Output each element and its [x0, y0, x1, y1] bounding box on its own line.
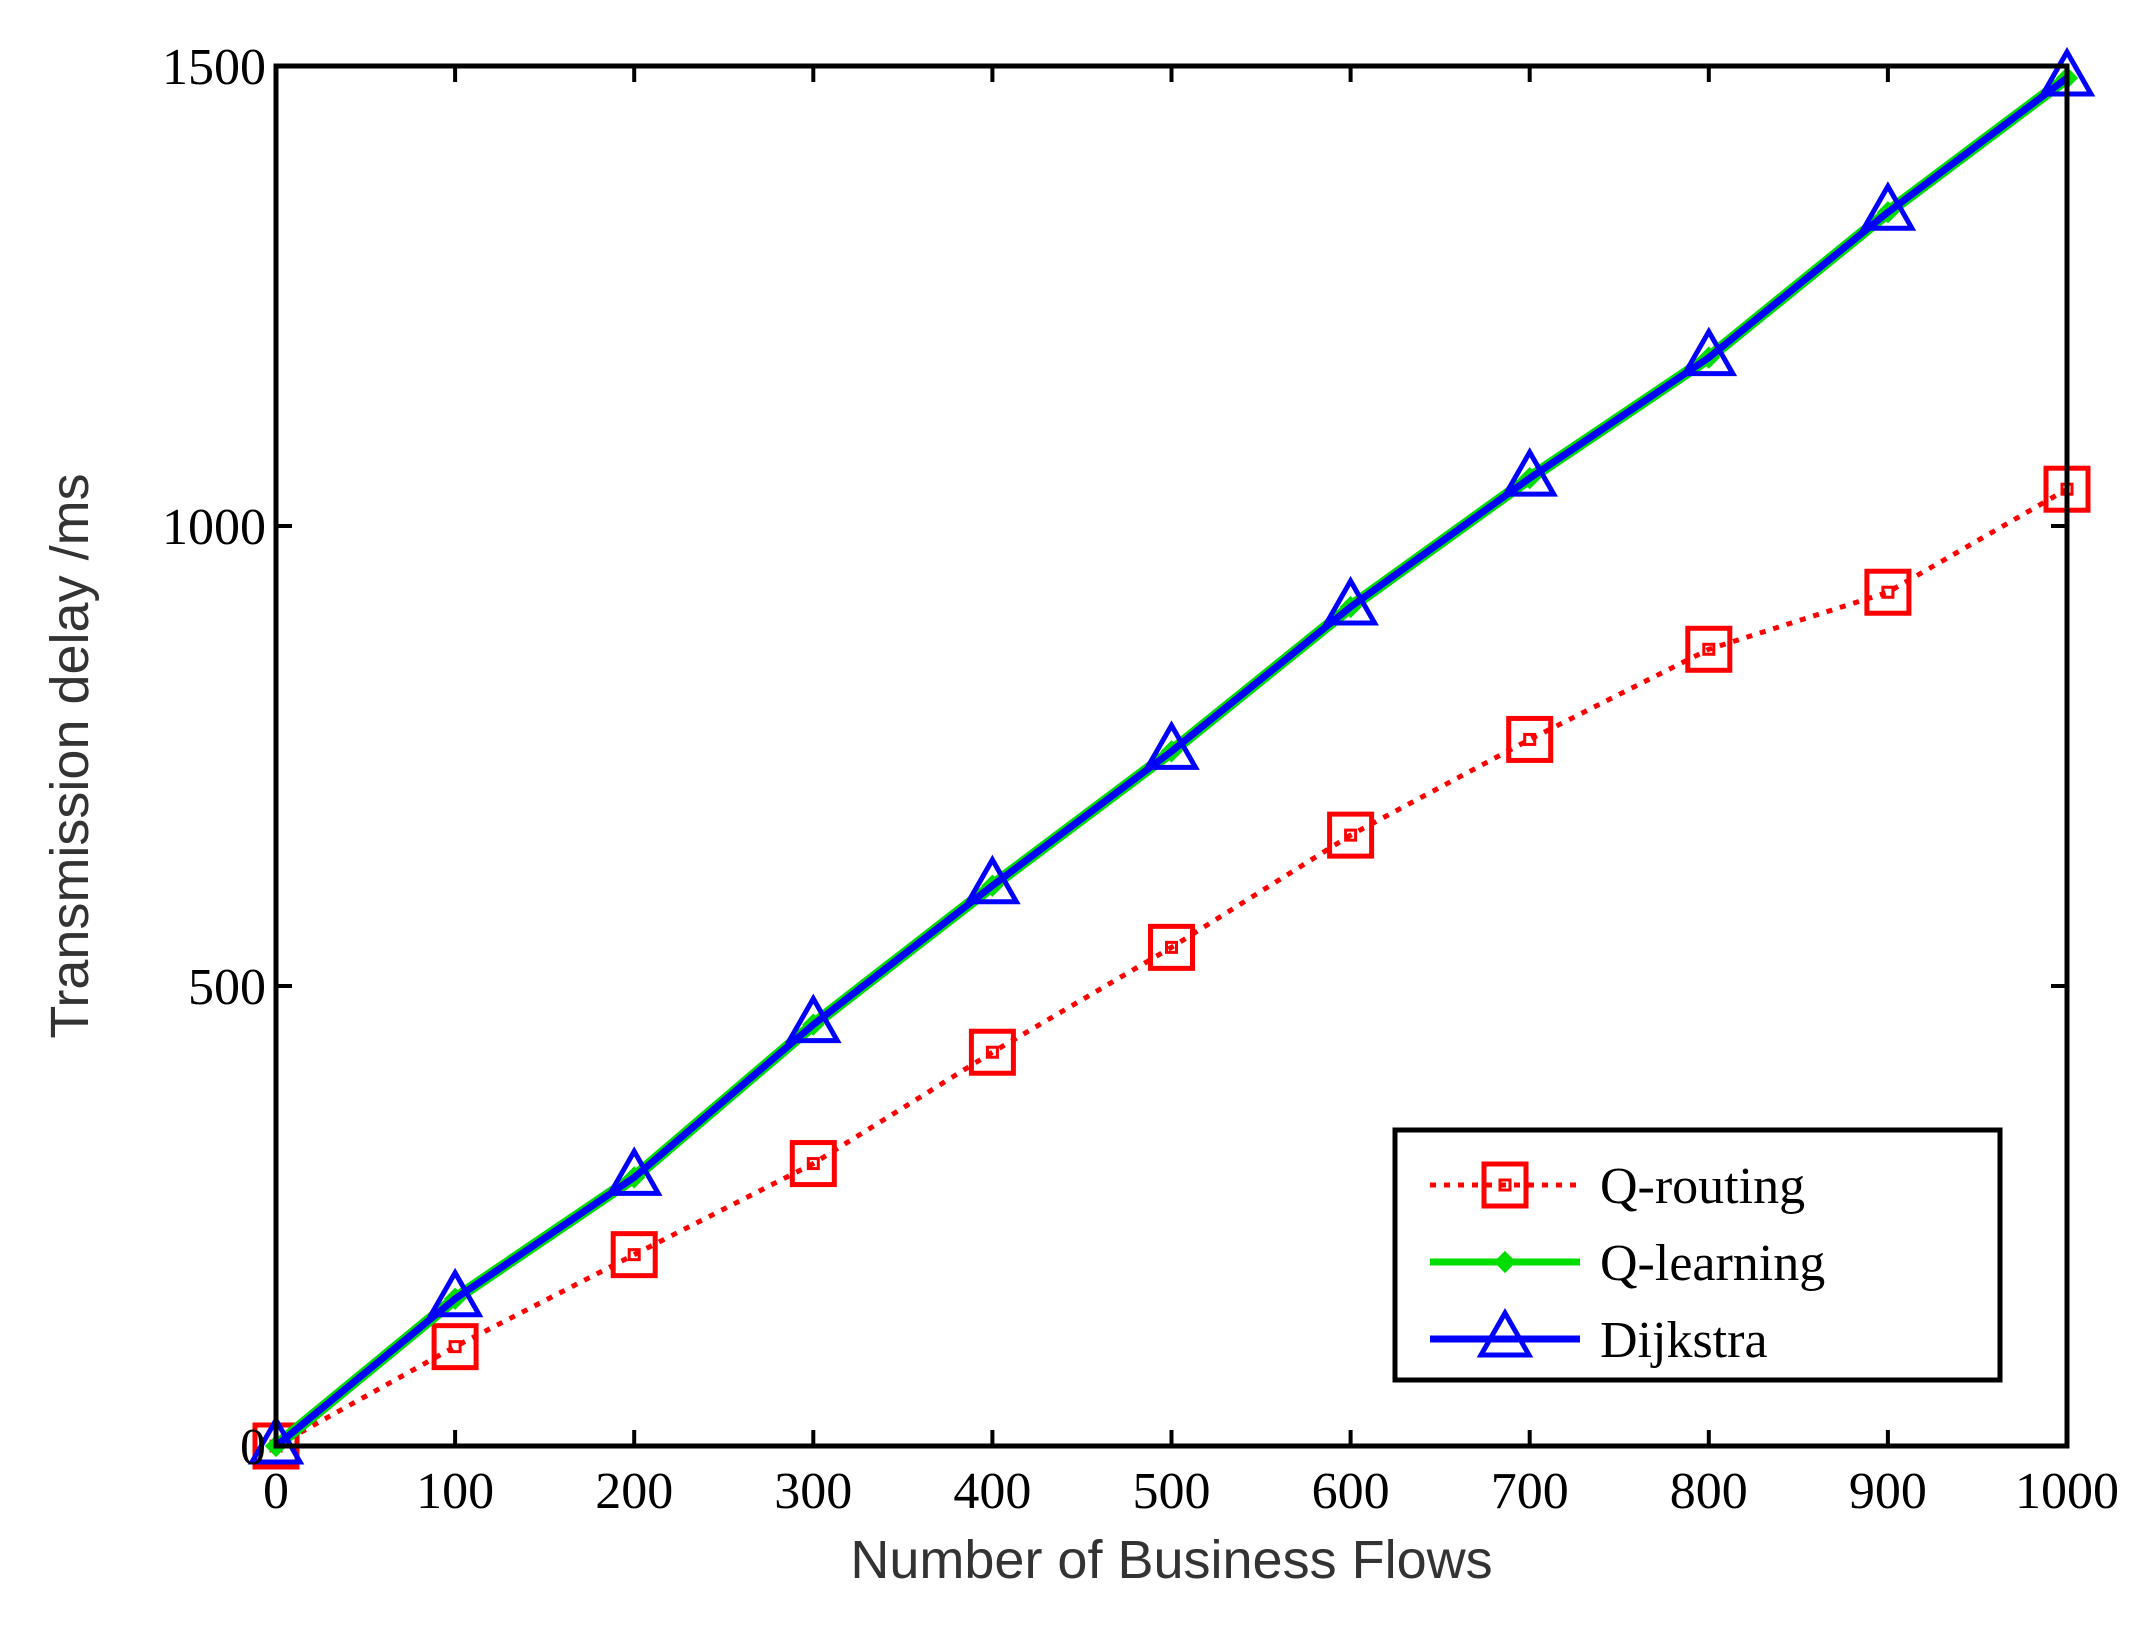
x-tick-label: 500	[1133, 1463, 1211, 1520]
x-tick-label: 0	[263, 1463, 289, 1520]
data-point-center	[1523, 732, 1537, 746]
data-point	[1501, 447, 1559, 497]
data-point	[247, 1414, 305, 1465]
series-layer	[247, 46, 2096, 1470]
tick-labels: 0 100 200 300 400 500 600 700 800 900 1000 0 500 1000…	[162, 39, 2119, 1520]
y-axis-title: Transmission delay /ms	[40, 473, 100, 1038]
x-tick-label: 900	[1849, 1463, 1927, 1520]
data-point	[1322, 575, 1379, 626]
data-point	[968, 1028, 1016, 1076]
legend-marker	[1476, 1307, 1534, 1358]
data-point-center	[448, 1340, 462, 1354]
legend-marker	[1493, 1250, 1517, 1274]
data-point-center	[1881, 585, 1895, 599]
data-point	[431, 1323, 479, 1371]
series-dijkstra	[247, 46, 2096, 1465]
data-point	[426, 1267, 484, 1318]
y-tick-label: 1000	[162, 499, 266, 556]
series-line	[273, 75, 2070, 1449]
data-point	[1506, 715, 1554, 763]
data-point-center	[1344, 828, 1358, 842]
data-point	[1685, 625, 1733, 673]
legend-label: Dijkstra	[1600, 1312, 1768, 1369]
x-tick-label: 1000	[2015, 1463, 2119, 1520]
y-tick-label: 0	[240, 1419, 266, 1476]
legend-entry: Q-learning	[1430, 1235, 1825, 1292]
x-tick-label: 300	[774, 1463, 852, 1520]
data-point	[1143, 720, 1200, 770]
legend-marker-center	[1498, 1178, 1512, 1192]
data-point	[964, 854, 1021, 905]
x-tick-label: 400	[953, 1463, 1031, 1520]
legend-marker	[1481, 1161, 1529, 1209]
x-tick-label: 100	[416, 1463, 494, 1520]
x-tick-label: 600	[1312, 1463, 1390, 1520]
tick-marks	[274, 64, 2069, 1448]
y-tick-label: 500	[188, 959, 266, 1016]
x-tick-label: 800	[1670, 1463, 1748, 1520]
data-point-center	[627, 1248, 641, 1262]
data-point	[1327, 811, 1375, 859]
data-point-center	[1702, 642, 1716, 656]
y-tick-label: 1500	[162, 39, 266, 96]
x-axis-title: Number of Business Flows	[850, 1530, 1492, 1590]
data-point	[1680, 326, 1738, 377]
series-q-routing	[252, 465, 2091, 1470]
legend-label: Q-routing	[1600, 1158, 1805, 1215]
data-point	[1148, 923, 1195, 971]
x-tick-label: 200	[595, 1463, 673, 1520]
data-point-center	[985, 1045, 999, 1059]
x-tick-label: 700	[1491, 1463, 1569, 1520]
data-point	[784, 993, 842, 1044]
legend-entry: Q-routing	[1430, 1158, 1805, 1215]
data-point-center	[1165, 940, 1178, 954]
series-line	[274, 487, 2069, 1449]
data-point	[1864, 568, 1912, 616]
data-point	[789, 1140, 837, 1188]
data-point-center	[806, 1157, 820, 1171]
data-point	[1859, 181, 1917, 231]
legend-entry: Dijkstra	[1430, 1307, 1768, 1369]
data-point	[605, 1146, 663, 1196]
legend: Q-routing Q-learning Dijkstra	[1392, 1127, 2003, 1383]
data-point	[610, 1231, 658, 1279]
legend-label: Q-learning	[1600, 1235, 1825, 1292]
